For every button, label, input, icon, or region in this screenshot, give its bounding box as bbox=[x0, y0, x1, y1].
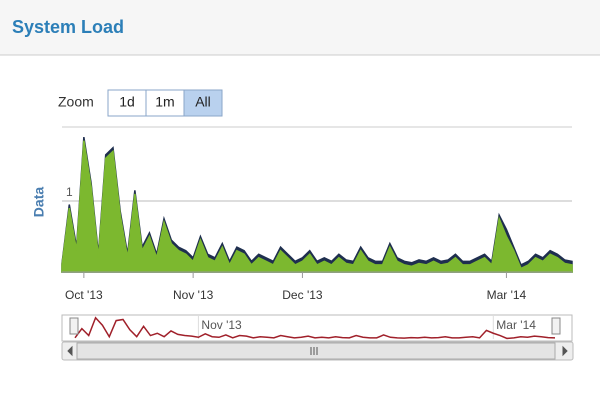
navigator: Nov '13 Mar '14 bbox=[69, 316, 561, 340]
x-tick-label: Oct '13 bbox=[65, 288, 103, 302]
title: System Load bbox=[12, 17, 124, 37]
navigator-handle[interactable] bbox=[69, 317, 79, 335]
zoom-button-label[interactable]: All bbox=[195, 94, 211, 110]
scrollbar-arrows bbox=[67, 345, 568, 357]
zoom-button[interactable] bbox=[183, 89, 223, 117]
navigator-handle[interactable] bbox=[551, 317, 561, 335]
navigator-label: Mar '14 bbox=[496, 318, 536, 332]
x-tick-label: Dec '13 bbox=[282, 288, 323, 302]
zoom-buttons: 1d 1m All bbox=[107, 89, 223, 117]
zoom-label: Zoom bbox=[58, 94, 94, 110]
header-bg bbox=[0, 0, 600, 55]
zoom-button-label[interactable]: 1m bbox=[155, 94, 174, 110]
y-axis-title: Data bbox=[31, 187, 47, 218]
zoom-button-label[interactable]: 1d bbox=[119, 94, 135, 110]
x-tick-label: Mar '14 bbox=[487, 288, 527, 302]
navigator-line bbox=[74, 316, 556, 340]
zoom-button[interactable] bbox=[107, 89, 147, 117]
area bbox=[61, 140, 573, 273]
x-tick-label: Nov '13 bbox=[173, 288, 214, 302]
navigator-label: Nov '13 bbox=[201, 318, 242, 332]
y-tick-label: 1 bbox=[66, 185, 73, 199]
navigator-frame bbox=[61, 314, 573, 342]
zoom-button[interactable] bbox=[145, 89, 185, 117]
scrollbar-thumb[interactable] bbox=[76, 342, 556, 360]
